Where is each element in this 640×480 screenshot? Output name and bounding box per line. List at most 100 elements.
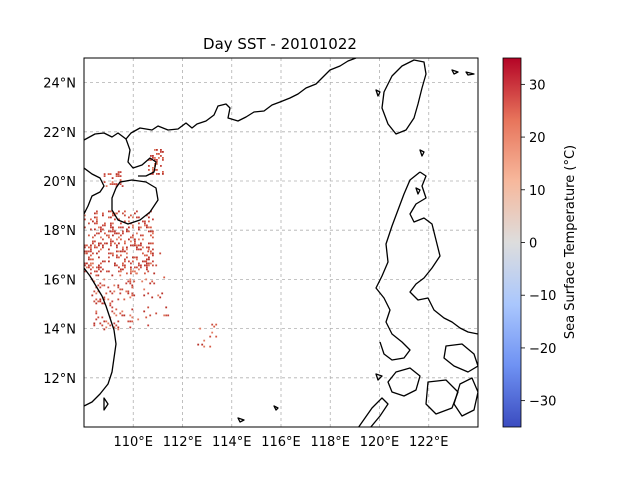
sst-pixel <box>130 240 132 243</box>
colorbar-label: Sea Surface Temperature (°C) <box>563 145 578 339</box>
sst-pixel <box>132 260 134 263</box>
sst-pixel <box>119 274 122 277</box>
sst-pixel <box>113 322 116 325</box>
sst-pixel <box>209 345 212 348</box>
sst-pixel <box>118 226 120 229</box>
sst-pixel <box>138 238 140 241</box>
sst-pixel <box>116 244 118 247</box>
sst-pixel <box>156 169 158 171</box>
sst-pixel <box>157 294 160 297</box>
sst-pixel <box>108 216 110 219</box>
sst-pixel <box>100 242 102 245</box>
sst-pixel <box>140 264 142 267</box>
sst-pixel <box>133 280 136 283</box>
sst-pixel <box>96 252 98 255</box>
sst-pixel <box>143 294 146 297</box>
sst-pixel <box>134 238 136 241</box>
sst-pixel <box>94 234 96 237</box>
sst-pixel <box>106 270 108 273</box>
lat-tick-label: 16°N <box>43 273 76 288</box>
sst-pixel <box>117 284 120 287</box>
sst-pixel <box>148 248 150 251</box>
sst-pixel <box>156 159 158 161</box>
sst-pixel <box>103 320 106 323</box>
sst-pixel <box>203 345 206 348</box>
sst-pixel <box>96 246 98 249</box>
sst-pixel <box>152 230 154 233</box>
sst-pixel <box>124 242 126 245</box>
coastline-taiwan-islet <box>375 89 381 97</box>
colorbar: 30 20 10 0 −10 −20 −30 Sea Surface Temperature… <box>502 57 578 428</box>
sst-pixel <box>92 240 94 243</box>
sst-pixel <box>111 181 114 183</box>
sst-pixel <box>147 270 150 273</box>
sst-pixel <box>134 244 136 247</box>
sst-pixel <box>156 149 158 151</box>
sst-pixel <box>114 218 116 221</box>
sst-pixel <box>148 262 150 265</box>
sst-pixel <box>112 222 114 225</box>
sst-pixel <box>115 324 118 327</box>
sst-pixel <box>148 165 150 167</box>
map-frame <box>83 57 479 428</box>
sst-pixel <box>126 228 128 231</box>
coastline-islet-e <box>273 405 279 411</box>
colorbar-gradient <box>502 57 522 428</box>
coastline-islet-ne2 <box>465 71 475 76</box>
sst-pixel <box>167 314 170 317</box>
sst-pixel <box>96 222 98 225</box>
sst-pixel <box>119 175 122 177</box>
sst-pixel <box>98 266 100 269</box>
sst-pixel <box>96 270 98 273</box>
sst-pixel <box>111 274 114 277</box>
sst-pixel <box>120 270 122 273</box>
sst-pixel <box>142 260 144 263</box>
sst-pixel <box>112 234 114 237</box>
sst-pixel <box>100 226 102 229</box>
sst-pixel <box>130 244 132 247</box>
sst-pixel <box>108 260 110 263</box>
sst-pixel <box>146 264 148 267</box>
sst-pixel <box>112 252 114 255</box>
sst-pixel <box>120 222 122 225</box>
sst-pixel <box>154 149 156 151</box>
sst-pixel <box>158 153 160 155</box>
sst-pixel <box>112 228 114 231</box>
sst-pixel <box>138 268 140 271</box>
sst-pixel <box>88 250 90 253</box>
sst-pixel <box>124 264 126 267</box>
sst-pixel <box>88 222 90 225</box>
sst-pixel <box>93 322 96 325</box>
sst-pixel <box>119 183 122 185</box>
sst-pixel <box>120 234 122 237</box>
sst-pixel <box>158 157 160 159</box>
sst-pixel <box>88 246 90 249</box>
sst-pixel <box>131 294 134 297</box>
sst-pixel <box>154 157 156 159</box>
coastline-mindoro <box>387 367 421 397</box>
sst-pixel <box>110 216 112 219</box>
sst-pixel <box>138 262 140 265</box>
sst-pixel <box>100 262 102 265</box>
sst-pixel <box>150 230 152 233</box>
sst-pixel <box>90 258 92 261</box>
sst-pixel <box>121 288 124 291</box>
sst-pixel <box>144 260 146 263</box>
sst-pixel <box>129 314 132 317</box>
sst-pixel <box>148 216 150 219</box>
sst-pixel <box>84 218 86 221</box>
sst-pixel <box>92 258 94 261</box>
sst-pixel <box>116 246 118 249</box>
sst-pixel <box>138 264 140 267</box>
sst-pixel <box>147 324 150 327</box>
sst-pixel <box>122 212 124 215</box>
sst-pixel <box>99 300 102 303</box>
sst-pixel <box>102 238 104 241</box>
sst-pixel <box>126 230 128 233</box>
sst-pixel <box>145 278 148 281</box>
sst-pixel <box>159 296 162 299</box>
sst-pixel <box>152 252 154 255</box>
coastline-panay <box>425 379 459 415</box>
sst-pixel <box>86 262 88 265</box>
sst-pixel <box>96 216 98 219</box>
